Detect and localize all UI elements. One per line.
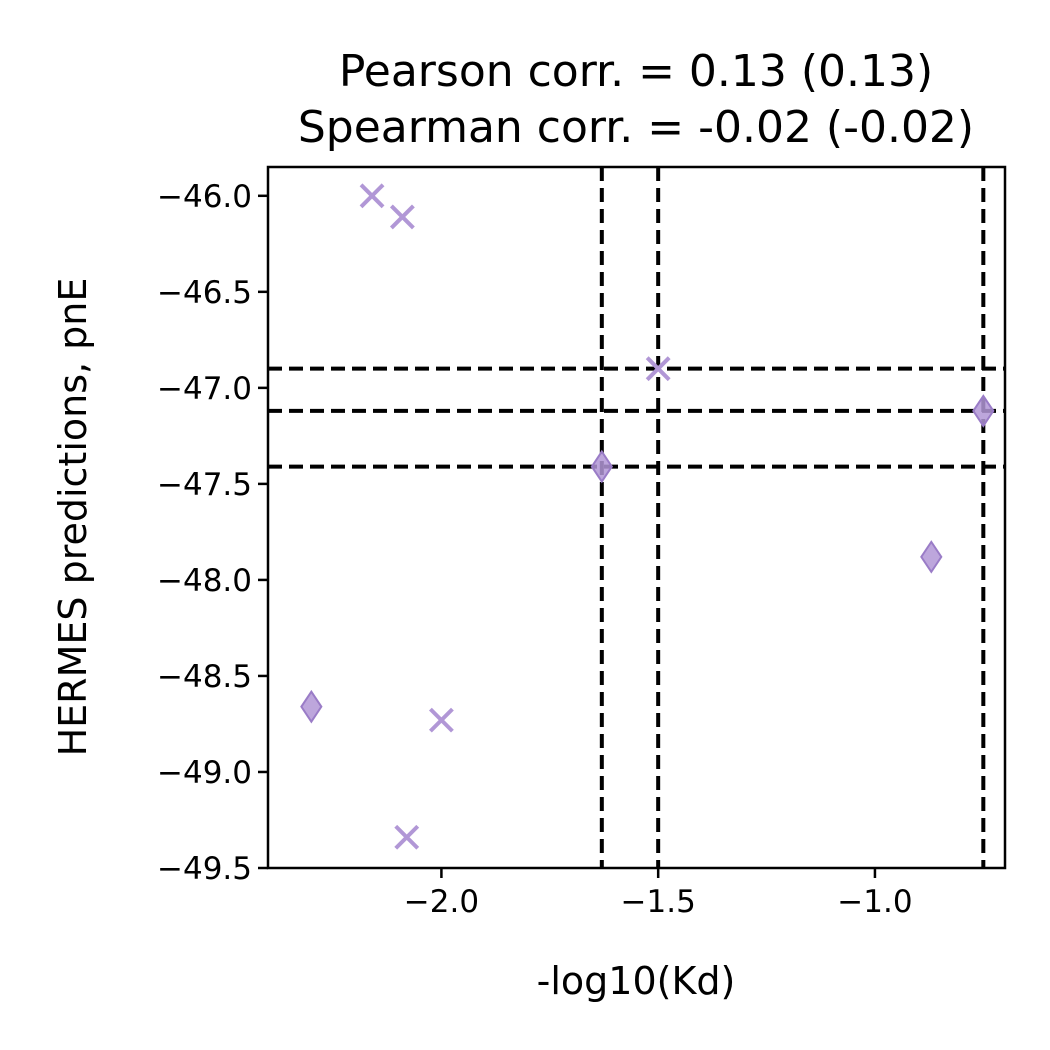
diamond-marker-point [972, 394, 995, 428]
y-tick-label: −47.5 [157, 467, 252, 503]
x-marker-point [359, 183, 385, 209]
diamond-marker-point [920, 540, 943, 574]
x-tick-label: −2.0 [404, 884, 479, 920]
diamond-marker-point [300, 689, 323, 724]
reference-lines [268, 167, 1005, 868]
x-tick-label: −1.0 [837, 884, 912, 920]
y-tick-label: −48.0 [157, 563, 252, 599]
x-tick-label: −1.5 [621, 884, 696, 920]
plot-frame [266, 165, 1007, 870]
y-tick-label: −48.5 [157, 659, 252, 695]
x-marker-point [389, 204, 415, 230]
y-tick-label: −46.0 [157, 179, 252, 215]
x-marker-point [394, 824, 420, 850]
axis-ticks: −2.0 −1.5 −1.0 −46.0 −46.5 −47.0 −47.5 −48.0 −48… [157, 179, 913, 920]
x-marker-point [428, 707, 454, 733]
y-axis-label: HERMES predictions, pnE [51, 278, 95, 757]
y-tick-label: −46.5 [157, 275, 252, 311]
chart-title-line-2: Spearman corr. = -0.02 (-0.02) [298, 102, 974, 153]
y-tick-label: −49.5 [157, 851, 252, 887]
x-axis-label: -log10(Kd) [537, 959, 736, 1003]
y-tick-label: −49.0 [157, 755, 252, 791]
data-markers [300, 183, 995, 850]
diamond-marker-point [590, 449, 614, 484]
x-marker-point [645, 356, 671, 382]
y-tick-label: −47.0 [157, 371, 252, 407]
chart-title-line-1: Pearson corr. = 0.13 (0.13) [339, 46, 933, 97]
